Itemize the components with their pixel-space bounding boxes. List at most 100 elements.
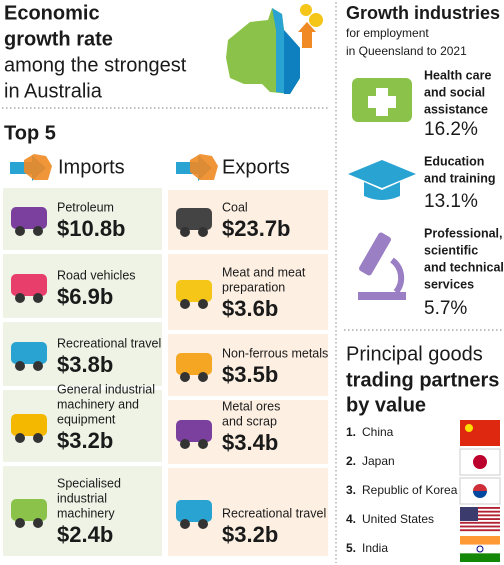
item-label: Road vehicles xyxy=(57,268,136,282)
item-icon xyxy=(15,433,25,443)
item-icon xyxy=(176,500,212,522)
partner-name: India xyxy=(362,541,388,555)
item-label: preparation xyxy=(222,280,285,294)
item-icon xyxy=(180,372,190,382)
header-subtitle: among the strongest xyxy=(4,54,187,76)
item-icon xyxy=(11,207,47,229)
flag xyxy=(460,525,500,528)
flag xyxy=(459,477,501,505)
item-value: $10.8b xyxy=(57,216,126,241)
partner-name: Republic of Korea xyxy=(362,483,458,497)
section-title: trading partners xyxy=(346,369,499,391)
flag xyxy=(460,420,500,446)
flag xyxy=(460,507,500,509)
section-title: by value xyxy=(346,394,426,416)
header-title: Economic xyxy=(4,2,100,24)
item-label: assistance xyxy=(424,102,488,116)
item-icon xyxy=(180,299,190,309)
item-value: $3.5b xyxy=(222,362,278,387)
section-title: Growth industries xyxy=(346,3,500,23)
item-label: Professional, xyxy=(424,226,503,240)
header-subtitle: in Australia xyxy=(4,80,103,102)
partner-rank: 2. xyxy=(346,454,356,468)
partner-rank: 4. xyxy=(346,512,356,526)
partner-rank: 3. xyxy=(346,483,356,497)
item-label: industrial xyxy=(57,491,107,505)
section-title: Top 5 xyxy=(4,122,56,144)
australia-map xyxy=(226,4,323,94)
item-icon xyxy=(180,227,190,237)
section-title: Principal goods xyxy=(346,343,483,365)
item-value: $3.6b xyxy=(222,296,278,321)
section-subtitle: for employment xyxy=(346,26,429,40)
item-icon xyxy=(15,226,25,236)
flag xyxy=(460,521,500,524)
item-value: $3.8b xyxy=(57,352,113,377)
item-value: $2.4b xyxy=(57,522,113,547)
flag xyxy=(473,455,487,469)
flag xyxy=(473,491,487,498)
flag xyxy=(460,507,478,521)
item-label: and training xyxy=(424,171,496,185)
map-icon xyxy=(24,154,52,180)
flag xyxy=(460,553,500,562)
header-title: growth rate xyxy=(4,28,113,50)
flag xyxy=(460,510,500,513)
item-label: Education xyxy=(424,154,484,168)
item-icon xyxy=(180,439,190,449)
item-label: Coal xyxy=(222,200,248,214)
item-label: Health care xyxy=(424,68,491,82)
item-icon xyxy=(176,353,212,375)
section-subtitle: in Queensland to 2021 xyxy=(346,44,467,58)
flag xyxy=(460,544,500,554)
health-icon xyxy=(368,88,396,116)
item-value: 13.1% xyxy=(424,191,478,212)
flag xyxy=(459,448,501,476)
item-label: Specialised xyxy=(57,476,121,490)
item-label: and technical xyxy=(424,260,504,274)
item-icon xyxy=(15,361,25,371)
item-icon xyxy=(198,372,208,382)
partner-rank: 1. xyxy=(346,425,356,439)
item-label: Recreational travel xyxy=(222,506,326,520)
map-icon xyxy=(190,154,218,180)
science-icon xyxy=(358,292,406,300)
item-icon xyxy=(15,518,25,528)
item-label: and scrap xyxy=(222,414,277,428)
item-value: $3.2b xyxy=(57,428,113,453)
item-icon xyxy=(180,519,190,529)
item-icon xyxy=(198,519,208,529)
column-title: Exports xyxy=(222,156,290,178)
item-icon xyxy=(33,433,43,443)
column-title: Imports xyxy=(58,156,125,178)
flag xyxy=(460,536,500,545)
item-value: 5.7% xyxy=(424,298,467,319)
item-label: Non-ferrous metals xyxy=(222,346,328,360)
flag xyxy=(460,529,500,532)
item-label: Petroleum xyxy=(57,200,114,214)
item-icon xyxy=(15,293,25,303)
item-label: Metal ores xyxy=(222,399,280,413)
item-label: Recreational travel xyxy=(57,336,161,350)
flag xyxy=(460,518,500,520)
item-icon xyxy=(33,226,43,236)
item-value: $6.9b xyxy=(57,284,113,309)
flag xyxy=(465,424,473,432)
item-icon xyxy=(176,208,212,230)
science-icon xyxy=(359,232,391,276)
item-icon xyxy=(11,342,47,364)
partner-rank: 5. xyxy=(346,541,356,555)
item-icon xyxy=(11,499,47,521)
item-icon xyxy=(198,227,208,237)
item-icon xyxy=(11,414,47,436)
education-icon xyxy=(348,160,416,188)
science-icon xyxy=(390,257,405,294)
item-icon xyxy=(11,274,47,296)
flag xyxy=(473,484,487,491)
education-icon xyxy=(364,182,400,200)
item-label: machinery and xyxy=(57,397,139,411)
item-icon xyxy=(198,439,208,449)
flag xyxy=(460,514,500,517)
item-label: and social xyxy=(424,85,485,99)
item-value: 16.2% xyxy=(424,119,478,140)
